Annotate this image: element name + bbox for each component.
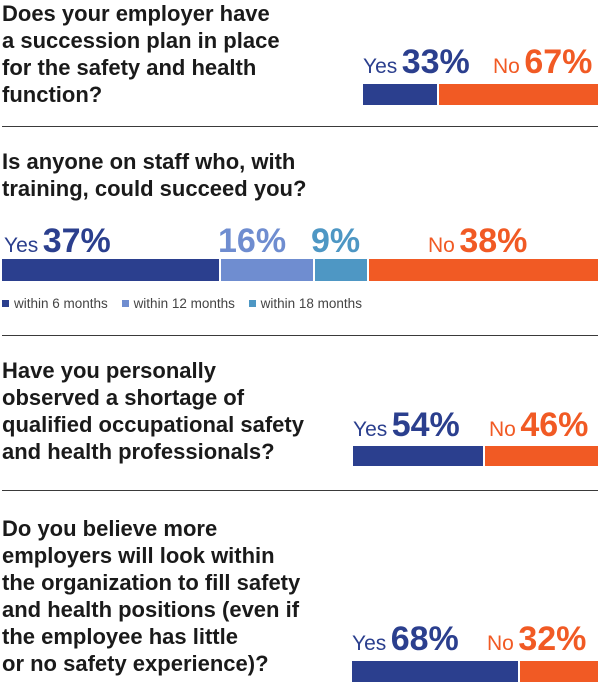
- legend-swatch-18mo: [248, 300, 256, 307]
- q2-yes-label: Yes 37%: [4, 224, 111, 258]
- legend-label-6mo: within 6 months: [14, 296, 108, 311]
- question-1: Does your employer have a succession pla…: [2, 1, 280, 107]
- q4-no-pct: 32%: [518, 620, 587, 658]
- q1-no-pct: 67%: [524, 43, 593, 81]
- q2-m12-label: 16%: [218, 224, 286, 258]
- q3-no-word: No: [489, 418, 516, 441]
- q1-no-label: No 67%: [493, 45, 592, 79]
- q2-no-pct: 38%: [459, 222, 528, 260]
- q2-m18-label: 9%: [311, 224, 360, 258]
- q2-18mo-bar: [315, 259, 367, 281]
- q1-yes-bar: [363, 84, 437, 105]
- q4-yes-pct: 68%: [390, 620, 459, 658]
- question-2: Is anyone on staff who, with training, c…: [2, 149, 307, 201]
- legend-swatch-6mo: [2, 300, 9, 307]
- q3-yes-bar: [353, 446, 483, 466]
- q1-yes-word: Yes: [363, 55, 398, 78]
- legend-item-12mo: within 12 months: [121, 296, 235, 311]
- q3-no-bar: [485, 446, 598, 466]
- legend-label-12mo: within 12 months: [133, 296, 235, 311]
- q4-no-word: No: [487, 632, 514, 655]
- q4-yes-bar: [352, 661, 518, 682]
- q1-no-word: No: [493, 55, 520, 78]
- q2-no-word: No: [428, 234, 455, 257]
- q1-yes-label: Yes 33%: [363, 45, 470, 79]
- q2-m12-pct: 16%: [218, 222, 287, 260]
- q4-no-bar: [520, 661, 598, 682]
- q4-yes-word: Yes: [352, 632, 387, 655]
- legend-swatch-12mo: [121, 300, 129, 307]
- question-4: Do you believe more employers will look …: [2, 516, 301, 676]
- q2-m18-pct: 9%: [311, 222, 361, 260]
- legend-label-18mo: within 18 months: [260, 296, 362, 311]
- question-3: Have you personally observed a shortage …: [2, 358, 304, 464]
- divider-2: [2, 335, 598, 336]
- q2-yes-word: Yes: [4, 234, 39, 257]
- q2-legend: within 6 months within 12 months within …: [2, 296, 372, 311]
- q4-yes-label: Yes 68%: [352, 622, 459, 656]
- q2-12mo-bar: [221, 259, 313, 281]
- legend-item-18mo: within 18 months: [248, 296, 362, 311]
- legend-item-6mo: within 6 months: [2, 296, 108, 311]
- q3-yes-pct: 54%: [391, 406, 460, 444]
- q2-yes-pct: 37%: [42, 222, 111, 260]
- q3-yes-label: Yes 54%: [353, 408, 460, 442]
- q3-no-pct: 46%: [520, 406, 589, 444]
- q2-6mo-bar: [2, 259, 219, 281]
- divider-1: [2, 126, 598, 127]
- q3-yes-word: Yes: [353, 418, 388, 441]
- q2-no-label: No 38%: [428, 224, 527, 258]
- q4-no-label: No 32%: [487, 622, 586, 656]
- q1-no-bar: [439, 84, 598, 105]
- q2-no-bar: [369, 259, 598, 281]
- q1-yes-pct: 33%: [401, 43, 470, 81]
- q3-no-label: No 46%: [489, 408, 588, 442]
- divider-3: [2, 490, 598, 491]
